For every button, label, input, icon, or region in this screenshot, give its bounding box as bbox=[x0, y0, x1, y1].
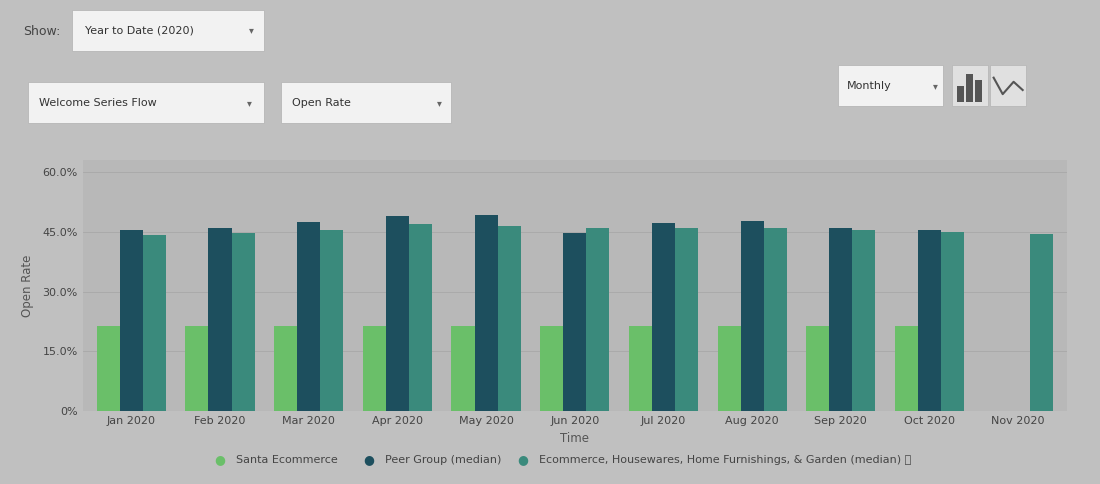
Bar bbox=[451, 326, 474, 411]
Text: Monthly: Monthly bbox=[847, 81, 891, 91]
Bar bbox=[1030, 234, 1053, 411]
Bar bbox=[274, 326, 297, 411]
Text: Welcome Series Flow: Welcome Series Flow bbox=[40, 98, 157, 108]
Bar bbox=[563, 233, 586, 411]
Text: Year to Date (2020): Year to Date (2020) bbox=[85, 25, 194, 35]
Bar bbox=[740, 221, 763, 411]
Text: ▾: ▾ bbox=[249, 25, 253, 35]
Bar bbox=[386, 216, 409, 411]
Text: Show:: Show: bbox=[23, 26, 61, 38]
Bar bbox=[675, 227, 698, 411]
Y-axis label: Open Rate: Open Rate bbox=[21, 255, 34, 317]
Text: Santa Ecommerce: Santa Ecommerce bbox=[236, 455, 339, 465]
Bar bbox=[852, 230, 876, 411]
Bar bbox=[120, 229, 143, 411]
Text: ●: ● bbox=[517, 454, 528, 466]
Text: ▾: ▾ bbox=[438, 98, 442, 108]
Text: ▾: ▾ bbox=[248, 98, 252, 108]
Bar bbox=[586, 228, 609, 411]
X-axis label: Time: Time bbox=[560, 432, 590, 445]
Bar bbox=[363, 326, 386, 411]
Bar bbox=[629, 326, 652, 411]
Bar bbox=[297, 222, 320, 411]
Text: Open Rate: Open Rate bbox=[293, 98, 351, 108]
Bar bbox=[186, 326, 208, 411]
Bar bbox=[231, 233, 254, 411]
Bar bbox=[942, 232, 964, 411]
Bar bbox=[806, 326, 829, 411]
Text: Ecommerce, Housewares, Home Furnishings, & Garden (median) ⓘ: Ecommerce, Housewares, Home Furnishings,… bbox=[539, 455, 911, 465]
Bar bbox=[652, 223, 675, 411]
Text: Peer Group (median): Peer Group (median) bbox=[385, 455, 502, 465]
Text: ▾: ▾ bbox=[933, 81, 938, 91]
Bar bbox=[320, 229, 343, 411]
Bar bbox=[540, 326, 563, 411]
Bar bbox=[208, 228, 231, 411]
Text: ●: ● bbox=[363, 454, 374, 466]
Bar bbox=[763, 228, 786, 411]
Bar bbox=[717, 326, 740, 411]
Text: ●: ● bbox=[214, 454, 225, 466]
Bar bbox=[895, 326, 918, 411]
Bar bbox=[143, 235, 166, 411]
Bar bbox=[474, 215, 497, 411]
Bar bbox=[97, 326, 120, 411]
Bar bbox=[918, 230, 942, 411]
Bar bbox=[409, 225, 432, 411]
Bar bbox=[497, 226, 520, 411]
Bar bbox=[829, 228, 852, 411]
